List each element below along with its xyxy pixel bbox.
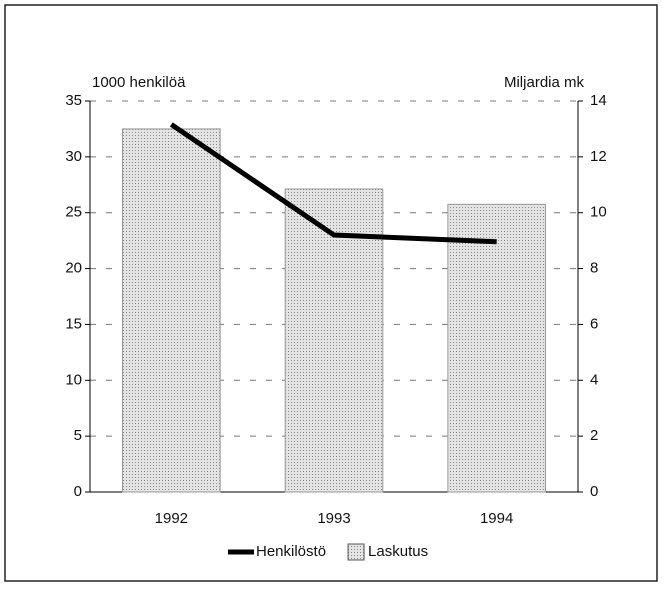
y-axis-label: 1000 henkilöä (92, 74, 186, 91)
y2-tick-label: 12 (590, 148, 607, 165)
frame (4, 4, 658, 582)
y2-tick-label: 6 (590, 315, 598, 332)
y2-tick-label: 10 (590, 204, 607, 221)
line (169, 122, 497, 245)
legend-label: Henkilöstö (256, 543, 326, 560)
y-tick-label: 25 (65, 204, 82, 221)
y2-tick-label: 2 (590, 427, 598, 444)
y2-tick-label: 4 (590, 371, 598, 388)
legend-label: Laskutus (368, 543, 428, 560)
legend-swatch (347, 543, 365, 561)
bar (447, 203, 546, 493)
y-tick-label: 15 (65, 315, 82, 332)
x-tick-label: 1992 (155, 510, 188, 527)
bar (284, 188, 384, 493)
y-tick-label: 35 (65, 92, 82, 109)
bar (122, 128, 221, 493)
x-tick-label: 1993 (317, 510, 350, 527)
y2-tick-label: 8 (590, 260, 598, 277)
y-tick-label: 5 (74, 427, 82, 444)
y-tick-label: 30 (65, 148, 82, 165)
y-tick-label: 10 (65, 371, 82, 388)
y-tick-label: 0 (74, 483, 82, 500)
x-tick-label: 1994 (480, 510, 513, 527)
y2-tick-label: 0 (590, 483, 598, 500)
y2-tick-label: 14 (590, 92, 607, 109)
y-tick-label: 20 (65, 260, 82, 277)
y2-axis-label: Miljardia mk (504, 74, 585, 91)
